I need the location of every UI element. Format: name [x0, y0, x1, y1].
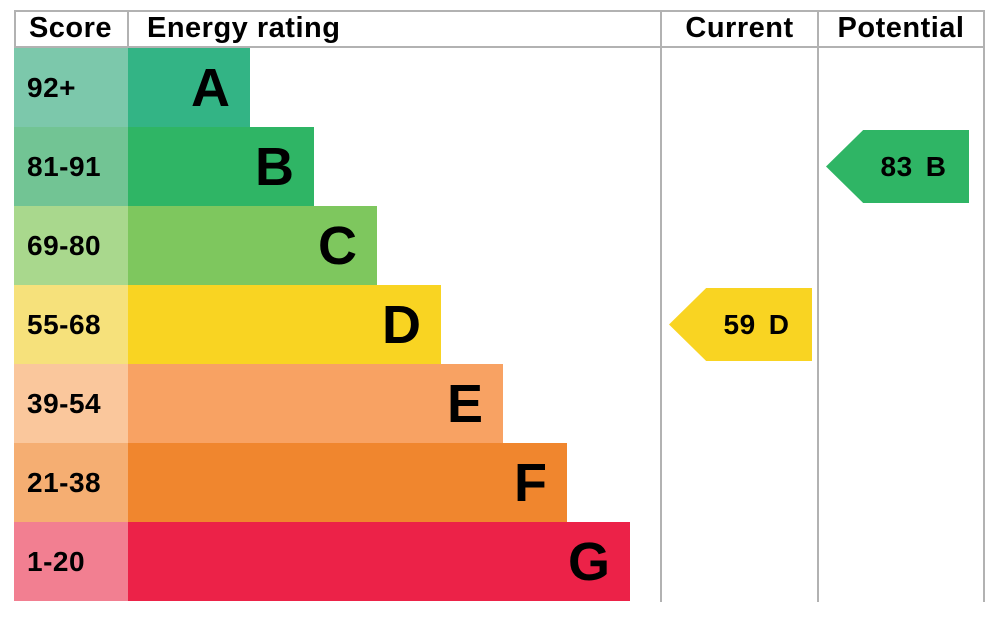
score-range-label: 55-68: [27, 308, 102, 340]
band-bar-a: A: [128, 48, 250, 127]
band-bar-f: F: [128, 443, 567, 522]
score-cell-e: 39-54: [14, 364, 128, 443]
score-range-label: 1-20: [27, 545, 86, 577]
band-bar-e: E: [128, 364, 503, 443]
band-letter: E: [446, 373, 483, 434]
score-cell-c: 69-80: [14, 206, 128, 285]
score-cell-a: 92+: [14, 48, 128, 127]
band-letter: D: [382, 294, 421, 355]
score-range-label: 81-91: [27, 150, 102, 182]
score-range-label: 21-38: [27, 466, 102, 498]
score-cell-f: 21-38: [14, 443, 128, 522]
potential-score-value: 83: [880, 150, 913, 182]
current-potential-divider: [817, 10, 819, 602]
rating-current-divider: [660, 10, 662, 602]
current-score-value: 59: [723, 308, 756, 340]
band-letter: B: [255, 136, 294, 197]
current-rating-arrow: 59 D: [669, 288, 812, 361]
header-left-border: [14, 10, 16, 48]
potential-rating-arrow: 83 B: [826, 130, 969, 203]
score-cell-b: 81-91: [14, 127, 128, 206]
table-right-border: [983, 10, 985, 602]
score-cell-d: 55-68: [14, 285, 128, 364]
header-potential: Potential: [837, 12, 965, 44]
header-energy-rating: Energy rating: [147, 12, 341, 44]
score-rating-divider: [127, 10, 129, 48]
header-bottom-border: [14, 46, 985, 48]
band-letter: G: [567, 531, 610, 592]
band-bar-b: B: [128, 127, 314, 206]
header-score: Score: [28, 12, 113, 44]
band-letter: C: [318, 215, 357, 276]
band-bar-g: G: [128, 522, 630, 601]
score-cell-g: 1-20: [14, 522, 128, 601]
header-current: Current: [685, 12, 794, 44]
score-range-label: 92+: [27, 71, 76, 103]
current-band-letter: D: [768, 308, 790, 340]
band-bar-d: D: [128, 285, 441, 364]
table-top-border: [14, 10, 985, 12]
band-letter: A: [191, 57, 230, 118]
band-letter: F: [514, 452, 547, 513]
score-range-label: 69-80: [27, 229, 102, 261]
potential-band-letter: B: [925, 150, 947, 182]
score-range-label: 39-54: [27, 387, 102, 419]
band-bar-c: C: [128, 206, 377, 285]
